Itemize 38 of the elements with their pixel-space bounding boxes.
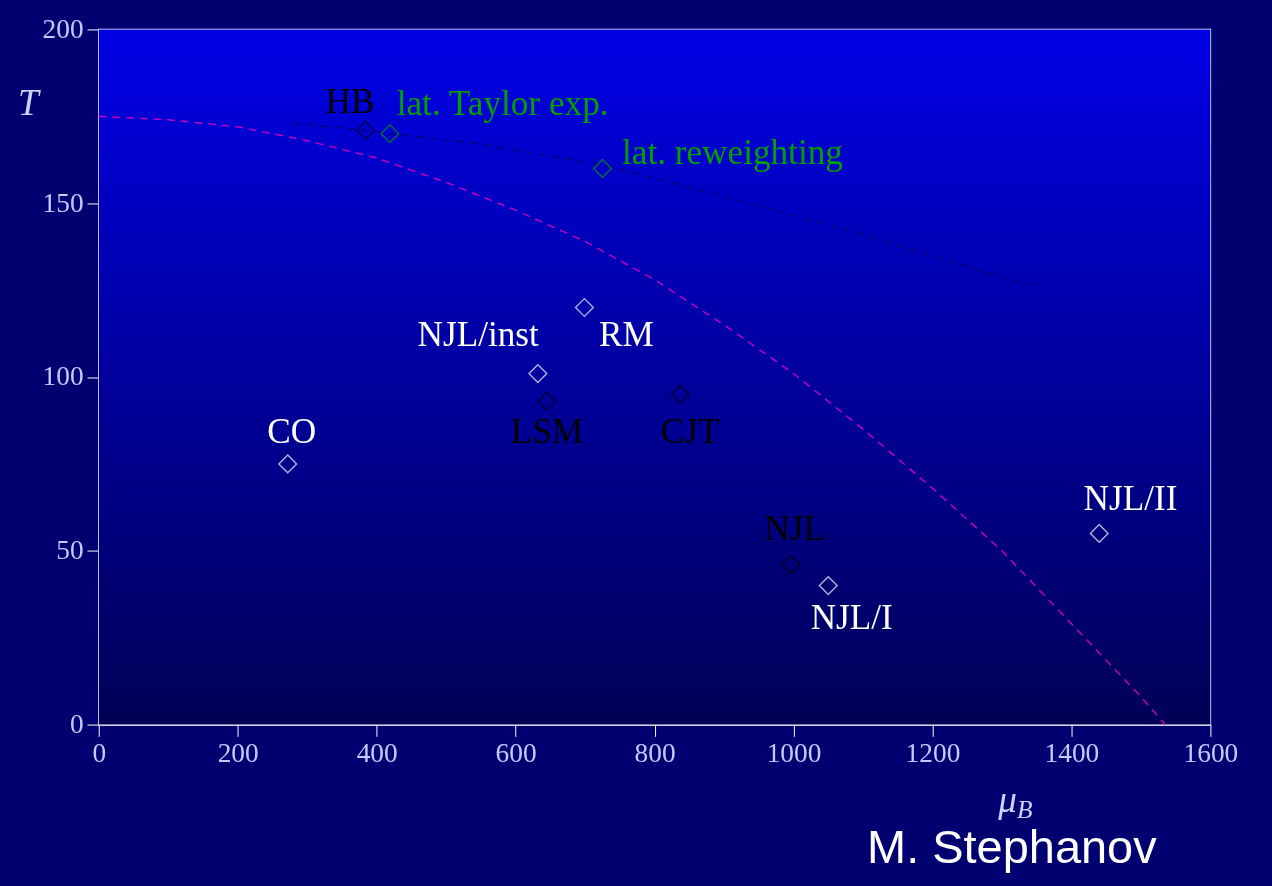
point — [670, 384, 690, 404]
point — [592, 158, 613, 179]
x-tick-label: 0 — [92, 738, 107, 769]
y-tick-label: 100 — [42, 361, 84, 392]
x-tick-label: 400 — [356, 738, 398, 769]
y-tick-label: 150 — [42, 187, 84, 218]
series-label: LSM — [510, 412, 584, 452]
y-tick-label: 200 — [42, 13, 84, 44]
point — [278, 454, 298, 474]
series-label: NJL/II — [1083, 478, 1178, 518]
x-tick-label: 1000 — [766, 738, 822, 769]
series-label: RM — [599, 314, 654, 354]
point — [380, 124, 400, 144]
series-label: lat. reweighting — [622, 132, 843, 172]
point — [528, 363, 548, 384]
x-tick-label: 1200 — [905, 738, 961, 769]
point — [355, 120, 376, 140]
x-tick-label: 1400 — [1044, 738, 1100, 769]
y-tick-label: 50 — [56, 535, 84, 566]
point — [537, 391, 557, 411]
point — [781, 555, 801, 575]
x-tick-label: 1600 — [1183, 738, 1239, 769]
series-label: lat. Taylor exp. — [396, 84, 609, 124]
text: M. Stephanov — [867, 821, 1158, 874]
series-label: NJL/inst — [417, 315, 540, 355]
series-label: NJL — [764, 509, 825, 549]
y-tick-label: 0 — [69, 708, 84, 739]
x-tick-label: 200 — [217, 738, 259, 769]
x-tick-label: 600 — [495, 738, 537, 769]
point — [818, 575, 838, 596]
x-tick-label: 800 — [634, 738, 676, 769]
series-label: HB — [325, 81, 375, 121]
point — [574, 297, 594, 318]
y-axis-title: T — [18, 81, 42, 123]
series-label: CJT — [660, 412, 720, 452]
series-label: NJL/I — [810, 597, 893, 637]
series-label: CO — [267, 412, 317, 452]
point — [1089, 523, 1109, 543]
